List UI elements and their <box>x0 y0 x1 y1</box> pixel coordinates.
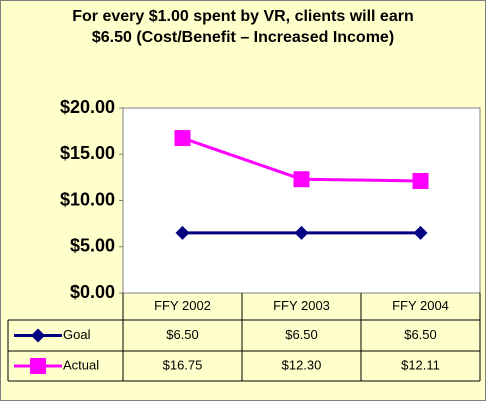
point <box>294 225 309 240</box>
y-tick-label: $15.00 <box>60 143 115 163</box>
legend-label: Goal <box>63 327 91 342</box>
y-tick-label: $20.00 <box>60 97 115 117</box>
table-value: $6.50 <box>285 327 318 342</box>
y-tick-label: $10.00 <box>60 189 115 209</box>
x-tick-label: FFY 2003 <box>273 298 330 313</box>
x-tick-label: FFY 2002 <box>154 298 211 313</box>
legend-marker <box>31 328 45 343</box>
point <box>293 171 310 188</box>
y-tick-label: $0.00 <box>70 282 115 302</box>
legend-marker <box>30 358 46 374</box>
point <box>412 172 429 189</box>
table-value: $12.11 <box>401 357 440 372</box>
point <box>174 130 191 147</box>
table-value: $16.75 <box>163 357 203 372</box>
table-value: $6.50 <box>404 327 437 342</box>
point <box>413 225 428 240</box>
table-value: $12.30 <box>282 357 322 372</box>
chart-title: For every $1.00 spent by VR, clients wil… <box>72 8 414 46</box>
table-value: $6.50 <box>166 327 199 342</box>
legend-label: Actual <box>63 357 99 372</box>
x-tick-label: FFY 2004 <box>392 298 449 313</box>
y-tick-label: $5.00 <box>70 236 115 256</box>
point <box>175 225 190 240</box>
